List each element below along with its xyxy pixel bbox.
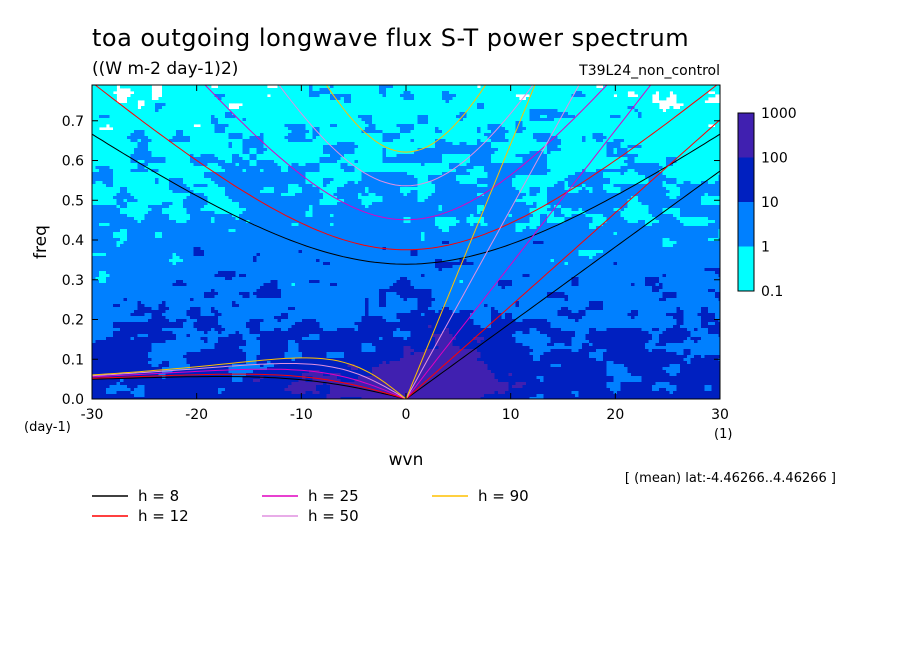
- chart-units: ((W m-2 day-1)2): [92, 59, 238, 79]
- dispersion-curves: [92, 85, 720, 399]
- inertia-gravity-curve: [92, 133, 720, 265]
- x-tick-label: 10: [502, 407, 520, 423]
- y-tick-label: 0.7: [62, 114, 84, 130]
- legend-label: h = 25: [308, 487, 359, 505]
- x-tick-label: -10: [290, 407, 313, 423]
- y-tick-label: 0.1: [62, 352, 84, 368]
- y-tick-label: 0.3: [62, 273, 84, 289]
- kelvin-wave-curve: [405, 170, 720, 399]
- colorbar-label: 1000: [761, 106, 797, 122]
- x-tick-label: -20: [185, 407, 208, 423]
- y-tick-label: 0.0: [62, 392, 84, 408]
- legend-label: h = 12: [138, 507, 189, 525]
- colorbar-frame: [737, 112, 755, 292]
- inertia-gravity-curve: [325, 85, 487, 153]
- footnote: [ (mean) lat:-4.46266..4.46266 ]: [625, 471, 836, 486]
- legend-label: h = 8: [138, 487, 179, 505]
- kelvin-wave-curve: [405, 85, 580, 399]
- x-unit: (1): [714, 427, 732, 442]
- colorbar-label: 100: [761, 151, 788, 167]
- y-unit: (day-1): [24, 420, 71, 435]
- legend-label: h = 50: [308, 507, 359, 525]
- colorbar-swatch: [738, 113, 754, 158]
- equatorial-rossby-curve: [92, 363, 407, 399]
- chart-title: toa outgoing longwave flux S-T power spe…: [92, 24, 689, 52]
- x-tick-label: 30: [711, 407, 729, 423]
- kelvin-wave-curve: [405, 85, 652, 399]
- kelvin-wave-curve: [405, 85, 536, 399]
- y-axis: 0.0 0.1 0.2 0.3 0.4 0.5 0.6 0.7: [62, 114, 720, 408]
- inertia-gravity-curve: [278, 85, 534, 187]
- equatorial-rossby-curve: [92, 373, 407, 399]
- inertia-gravity-curve: [204, 85, 608, 221]
- x-axis: -30 -20 -10 0 10 20 30: [81, 85, 729, 423]
- colorbar-swatch: [738, 246, 754, 291]
- x-axis-label: wvn: [389, 450, 424, 470]
- equatorial-rossby-curve: [92, 376, 407, 399]
- legend: h = 8 h = 12 h = 25 h = 50 h = 90: [92, 487, 529, 525]
- colorbar-swatch: [738, 157, 754, 202]
- x-tick-label: -30: [81, 407, 104, 423]
- colorbar-label: 10: [761, 195, 779, 211]
- power-spectrum-field: [92, 85, 720, 399]
- plot-area: [91, 84, 721, 400]
- colorbar-label: 0.1: [761, 284, 783, 300]
- inertia-gravity-curve: [94, 85, 718, 251]
- x-tick-label: 0: [402, 407, 411, 423]
- colorbar: 0.1 1 10 100 1000: [737, 106, 797, 300]
- y-axis-label: freq: [31, 225, 51, 259]
- y-tick-label: 0.5: [62, 193, 84, 209]
- y-tick-label: 0.6: [62, 154, 84, 170]
- y-tick-label: 0.2: [62, 313, 84, 329]
- colorbar-swatch: [738, 202, 754, 247]
- kelvin-wave-curve: [405, 119, 720, 399]
- colorbar-label: 1: [761, 240, 770, 256]
- y-tick-label: 0.4: [62, 233, 84, 249]
- equatorial-rossby-curve: [92, 368, 407, 399]
- legend-label: h = 90: [478, 487, 529, 505]
- equatorial-rossby-curve: [92, 357, 407, 399]
- x-tick-label: 20: [606, 407, 624, 423]
- experiment-name: T39L24_non_control: [578, 63, 720, 79]
